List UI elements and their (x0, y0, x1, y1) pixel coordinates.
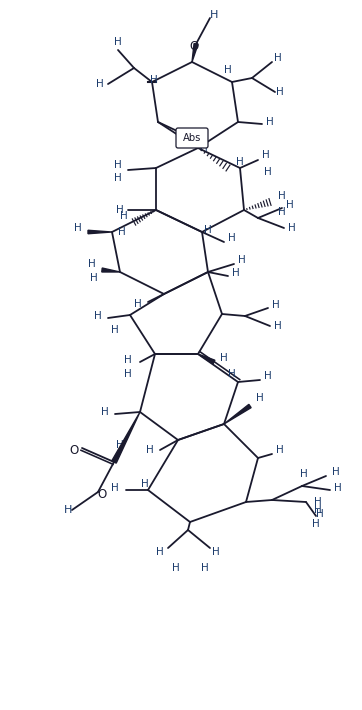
Text: H: H (276, 87, 284, 97)
Text: H: H (224, 65, 232, 75)
Text: H: H (101, 407, 109, 417)
Text: H: H (264, 371, 272, 381)
Text: H: H (118, 227, 126, 237)
Text: H: H (124, 369, 132, 379)
Text: H: H (314, 497, 322, 507)
Text: H: H (146, 445, 154, 455)
Text: H: H (204, 225, 212, 235)
Polygon shape (102, 268, 120, 272)
Text: H: H (90, 273, 98, 283)
Text: H: H (278, 207, 286, 217)
Text: H: H (116, 205, 124, 215)
Text: H: H (150, 75, 158, 85)
Text: H: H (210, 10, 218, 20)
FancyBboxPatch shape (176, 128, 208, 148)
Text: H: H (88, 259, 96, 269)
Text: H: H (156, 547, 164, 557)
Text: H: H (266, 117, 274, 127)
Text: H: H (172, 563, 180, 573)
Text: H: H (134, 299, 142, 309)
Text: H: H (111, 325, 119, 335)
Text: H: H (274, 321, 282, 331)
Polygon shape (88, 230, 112, 234)
Text: H: H (228, 233, 236, 243)
Text: H: H (120, 211, 128, 221)
Text: H: H (288, 223, 296, 233)
Text: H: H (262, 150, 270, 160)
Text: H: H (74, 223, 82, 233)
Polygon shape (112, 412, 140, 463)
Text: H: H (300, 469, 308, 479)
Text: H: H (111, 483, 119, 493)
Text: H: H (278, 191, 286, 201)
Text: H: H (232, 268, 240, 278)
Text: H: H (114, 160, 122, 170)
Text: H: H (272, 300, 280, 310)
Text: H: H (274, 53, 282, 63)
Text: H: H (316, 509, 324, 519)
Text: H: H (141, 479, 149, 489)
Text: Abs: Abs (183, 133, 201, 143)
Text: H: H (334, 483, 342, 493)
Text: H: H (64, 505, 72, 515)
Text: H: H (201, 563, 209, 573)
Text: H: H (124, 355, 132, 365)
Text: O: O (189, 40, 199, 53)
Text: H: H (332, 467, 340, 477)
Text: H: H (228, 369, 236, 379)
Text: O: O (97, 488, 107, 501)
Text: H: H (238, 255, 246, 265)
Text: H: H (114, 173, 122, 183)
Text: H: H (256, 393, 264, 403)
Text: H: H (276, 445, 284, 455)
Text: H: H (286, 200, 294, 210)
Text: H: H (314, 505, 322, 515)
Text: H: H (94, 311, 102, 321)
Text: H: H (114, 37, 122, 47)
Text: H: H (236, 157, 244, 167)
Text: H: H (220, 353, 228, 363)
Text: H: H (96, 79, 104, 89)
Polygon shape (192, 43, 198, 62)
Polygon shape (198, 354, 215, 364)
Text: H: H (200, 143, 208, 153)
Text: H: H (312, 519, 320, 529)
Text: H: H (116, 440, 124, 450)
Text: H: H (264, 167, 272, 177)
Polygon shape (224, 405, 251, 424)
Text: O: O (70, 444, 79, 457)
Text: H: H (212, 547, 220, 557)
